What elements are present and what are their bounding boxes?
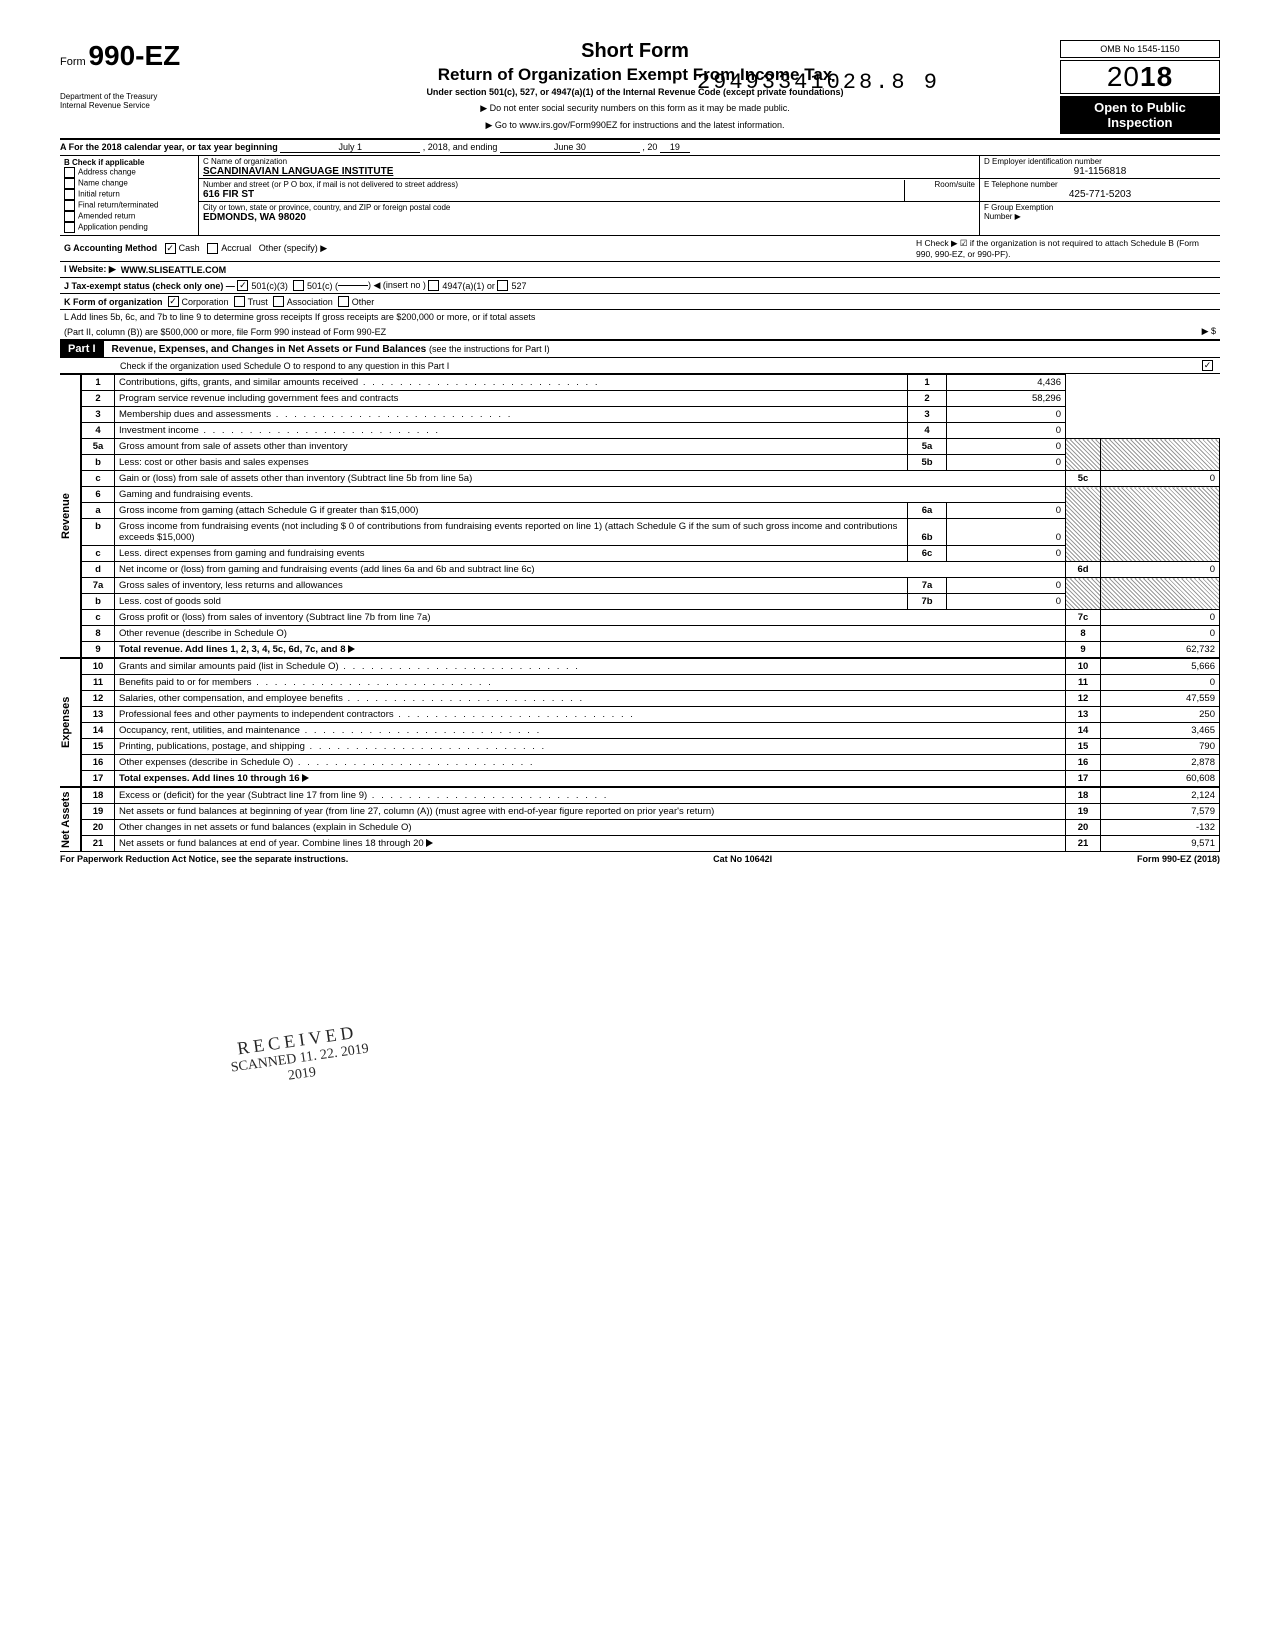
line-g-h: G Accounting Method Cash Accrual Other (… xyxy=(60,236,1220,262)
chk-pending[interactable] xyxy=(64,222,75,233)
chk-527[interactable] xyxy=(497,280,508,291)
footer-mid: Cat No 10642I xyxy=(713,854,772,864)
line-l1: L Add lines 5b, 6c, and 7b to line 9 to … xyxy=(60,310,1220,324)
footer: For Paperwork Reduction Act Notice, see … xyxy=(60,852,1220,864)
table-row: 20Other changes in net assets or fund ba… xyxy=(82,820,1220,836)
chk-cash[interactable] xyxy=(165,243,176,254)
open-public: Open to Public Inspection xyxy=(1060,96,1220,134)
revenue-label: Revenue xyxy=(60,374,81,658)
dept-treasury: Department of the Treasury xyxy=(60,92,210,101)
expenses-label: Expenses xyxy=(60,658,81,787)
omb-number: OMB No 1545-1150 xyxy=(1060,40,1220,58)
footer-left: For Paperwork Reduction Act Notice, see … xyxy=(60,854,348,864)
table-row: bLess. cost of goods sold7b0 xyxy=(82,594,1220,610)
line-l2: (Part II, column (B)) are $500,000 or mo… xyxy=(60,324,1220,339)
table-row: cGross profit or (loss) from sales of in… xyxy=(82,610,1220,626)
netassets-table: 18Excess or (deficit) for the year (Subt… xyxy=(81,787,1220,852)
chk-final-return[interactable] xyxy=(64,200,75,211)
chk-address-change[interactable] xyxy=(64,167,75,178)
table-row: 14Occupancy, rent, utilities, and mainte… xyxy=(82,723,1220,739)
part1-check: Check if the organization used Schedule … xyxy=(60,358,1220,374)
chk-4947[interactable] xyxy=(428,280,439,291)
info-grid: B Check if applicable Address change Nam… xyxy=(60,156,1220,236)
form-header: Form 990-EZ Department of the Treasury I… xyxy=(60,40,1220,140)
chk-accrual[interactable] xyxy=(207,243,218,254)
year-begin[interactable]: July 1 xyxy=(280,142,420,153)
chk-name-change[interactable] xyxy=(64,178,75,189)
table-row: 8Other revenue (describe in Schedule O)8… xyxy=(82,626,1220,642)
table-row: bLess: cost or other basis and sales exp… xyxy=(82,455,1220,471)
chk-501c3[interactable] xyxy=(237,280,248,291)
table-row: 1Contributions, gifts, grants, and simil… xyxy=(82,375,1220,391)
org-city: EDMONDS, WA 98020 xyxy=(203,212,975,223)
received-stamp: RECEIVED SCANNED 11. 22. 2019 2019 xyxy=(227,1021,372,1093)
line-h: H Check ▶ ☑ if the organization is not r… xyxy=(916,238,1216,259)
netassets-label: Net Assets xyxy=(60,787,81,852)
part1-label: Part I xyxy=(60,341,104,357)
dept-irs: Internal Revenue Service xyxy=(60,101,210,110)
table-row: 3Membership dues and assessments30 xyxy=(82,407,1220,423)
arrow-icon xyxy=(426,839,433,847)
revenue-table: 1Contributions, gifts, grants, and simil… xyxy=(81,374,1220,658)
arrow-icon xyxy=(302,774,309,782)
chk-schedule-o[interactable] xyxy=(1202,360,1213,371)
expenses-table: 10Grants and similar amounts paid (list … xyxy=(81,658,1220,787)
tax-year: 2018 xyxy=(1060,60,1220,94)
chk-assoc[interactable] xyxy=(273,296,284,307)
table-row: 7aGross sales of inventory, less returns… xyxy=(82,578,1220,594)
org-address: 616 FIR ST xyxy=(203,189,975,200)
chk-501c[interactable] xyxy=(293,280,304,291)
part1-header: Part I Revenue, Expenses, and Changes in… xyxy=(60,339,1220,358)
table-row: 12Salaries, other compensation, and empl… xyxy=(82,691,1220,707)
table-row: dNet income or (loss) from gaming and fu… xyxy=(82,562,1220,578)
table-row: 19Net assets or fund balances at beginni… xyxy=(82,804,1220,820)
instr-web: ▶ Go to www.irs.gov/Form990EZ for instru… xyxy=(220,120,1050,131)
col-de: D Employer identification number 91-1156… xyxy=(980,156,1220,235)
short-form-title: Short Form xyxy=(220,40,1050,63)
table-row: 16Other expenses (describe in Schedule O… xyxy=(82,755,1220,771)
line-j: J Tax-exempt status (check only one) — 5… xyxy=(60,278,1220,294)
org-name: SCANDINAVIAN LANGUAGE INSTITUTE xyxy=(203,166,975,177)
chk-corp[interactable] xyxy=(168,296,179,307)
website: WWW.SLISEATTLE.COM xyxy=(121,265,226,275)
table-row: cLess. direct expenses from gaming and f… xyxy=(82,546,1220,562)
table-row: 6Gaming and fundraising events. xyxy=(82,487,1220,503)
table-row: 2Program service revenue including gover… xyxy=(82,391,1220,407)
chk-amended[interactable] xyxy=(64,211,75,222)
table-row: 18Excess or (deficit) for the year (Subt… xyxy=(82,788,1220,804)
col-b: B Check if applicable Address change Nam… xyxy=(60,156,199,235)
form-number: 990-EZ xyxy=(88,40,180,71)
footer-right: Form 990-EZ (2018) xyxy=(1137,854,1220,864)
stamp-number: 29493341028.8 9 xyxy=(697,70,940,95)
line-k: K Form of organization Corporation Trust… xyxy=(60,294,1220,310)
ein: 91-1156818 xyxy=(984,166,1216,177)
table-row: 10Grants and similar amounts paid (list … xyxy=(82,659,1220,675)
table-row: 5aGross amount from sale of assets other… xyxy=(82,439,1220,455)
arrow-icon xyxy=(348,645,355,653)
chk-initial-return[interactable] xyxy=(64,189,75,200)
table-row: 13Professional fees and other payments t… xyxy=(82,707,1220,723)
table-row: 4Investment income40 xyxy=(82,423,1220,439)
chk-other[interactable] xyxy=(338,296,349,307)
table-row: 9Total revenue. Add lines 1, 2, 3, 4, 5c… xyxy=(82,642,1220,658)
line-a: A For the 2018 calendar year, or tax yea… xyxy=(60,140,1220,156)
table-row: aGross income from gaming (attach Schedu… xyxy=(82,503,1220,519)
instr-ssn: ▶ Do not enter social security numbers o… xyxy=(220,103,1050,114)
form-prefix: Form xyxy=(60,56,86,68)
col-c: C Name of organization SCANDINAVIAN LANG… xyxy=(199,156,980,235)
table-row: 21Net assets or fund balances at end of … xyxy=(82,836,1220,852)
table-row: 15Printing, publications, postage, and s… xyxy=(82,739,1220,755)
table-row: cGain or (loss) from sale of assets othe… xyxy=(82,471,1220,487)
line-i: I Website: ▶ WWW.SLISEATTLE.COM xyxy=(60,262,1220,278)
year-end-yy[interactable]: 19 xyxy=(660,142,690,153)
chk-trust[interactable] xyxy=(234,296,245,307)
table-row: 11Benefits paid to or for members110 xyxy=(82,675,1220,691)
table-row: 17Total expenses. Add lines 10 through 1… xyxy=(82,771,1220,787)
year-end[interactable]: June 30 xyxy=(500,142,640,153)
table-row: bGross income from fundraising events (n… xyxy=(82,519,1220,546)
telephone: 425-771-5203 xyxy=(984,189,1216,200)
